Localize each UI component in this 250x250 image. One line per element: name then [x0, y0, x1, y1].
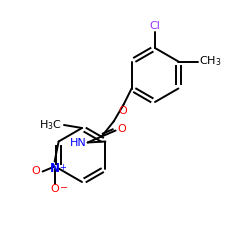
Text: O: O	[50, 184, 59, 194]
Text: +: +	[60, 162, 66, 172]
Text: O: O	[32, 166, 40, 176]
Text: N: N	[50, 162, 59, 175]
Text: CH$_3$: CH$_3$	[200, 54, 222, 68]
Text: Cl: Cl	[150, 21, 160, 31]
Text: −: −	[60, 182, 68, 192]
Text: H$_3$C: H$_3$C	[39, 118, 62, 132]
Text: O: O	[118, 106, 127, 116]
Text: HN: HN	[70, 138, 86, 147]
Text: O: O	[118, 124, 126, 134]
